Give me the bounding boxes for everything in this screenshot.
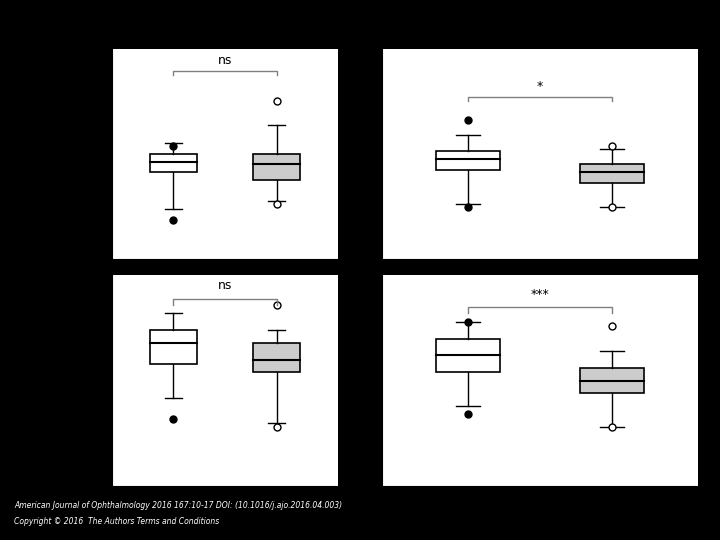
Text: Copyright © 2016  The Authors Terms and Conditions: Copyright © 2016 The Authors Terms and C…	[14, 517, 220, 526]
Text: ns: ns	[218, 279, 232, 292]
Y-axis label: RGCL thickness [μm]: RGCL thickness [μm]	[76, 326, 86, 435]
Bar	[580, 368, 644, 393]
Bar	[253, 154, 300, 180]
Text: Baseline: Baseline	[112, 33, 178, 48]
Text: End of study: End of study	[382, 260, 480, 274]
Bar	[150, 330, 197, 364]
Bar	[253, 343, 300, 372]
Bar	[436, 151, 500, 170]
Bar	[580, 164, 644, 183]
Y-axis label: RNFL thickness [μm]: RNFL thickness [μm]	[76, 100, 86, 208]
Text: *: *	[537, 80, 543, 93]
Text: Baseline: Baseline	[112, 260, 178, 274]
Text: Figure 2: Figure 2	[329, 19, 391, 34]
Text: End of study: End of study	[382, 33, 480, 48]
Bar	[150, 154, 197, 172]
Text: ***: ***	[531, 288, 549, 301]
Bar	[436, 339, 500, 372]
Y-axis label: RNFL thickness [μm]: RNFL thickness [μm]	[346, 100, 356, 208]
Y-axis label: RGCL thickness [μm]: RGCL thickness [μm]	[346, 326, 356, 435]
Text: ns: ns	[218, 54, 232, 67]
Text: American Journal of Ophthalmology 2016 167:10-17 DOI: (10.1016/j.ajo.2016.04.003: American Journal of Ophthalmology 2016 1…	[14, 501, 343, 510]
